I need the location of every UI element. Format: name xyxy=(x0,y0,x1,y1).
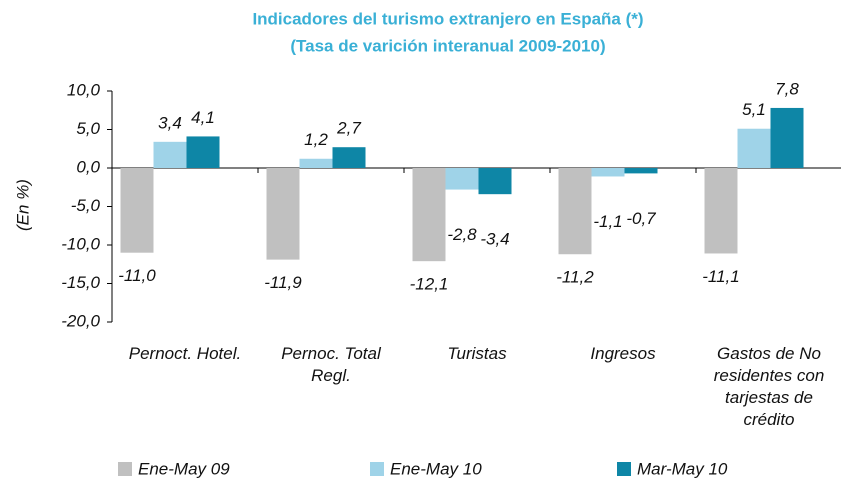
legend-label: Ene-May 10 xyxy=(390,459,482,478)
data-label: 7,8 xyxy=(775,79,799,98)
bar xyxy=(299,158,333,168)
y-tick-label: 10,0 xyxy=(67,80,101,99)
y-tick-label: -20,0 xyxy=(61,311,100,330)
y-tick-label: -5,0 xyxy=(71,196,101,215)
x-tick-label: Turistas xyxy=(447,344,507,363)
x-tick-label: Pernoc. Total Regl. xyxy=(281,344,381,385)
bar xyxy=(266,168,300,260)
y-axis-label: (En %) xyxy=(13,179,32,231)
bar xyxy=(478,168,512,195)
x-tick-label: Ingresos xyxy=(590,344,656,363)
legend-label: Ene-May 09 xyxy=(138,459,230,478)
y-tick-label: -10,0 xyxy=(61,234,100,253)
legend-swatch xyxy=(370,462,384,476)
data-label: -11,9 xyxy=(264,273,302,292)
data-label: -11,0 xyxy=(118,266,156,285)
bar xyxy=(445,168,479,190)
bar xyxy=(120,168,154,253)
data-label: -3,4 xyxy=(480,230,509,249)
data-label: -12,1 xyxy=(410,275,449,294)
data-label: -1,1 xyxy=(593,212,622,231)
chart-title: Indicadores del turismo extranjero en Es… xyxy=(252,9,643,28)
bar xyxy=(704,168,738,254)
data-label: 4,1 xyxy=(191,108,215,127)
bar xyxy=(558,168,592,255)
bar xyxy=(332,147,366,168)
bar xyxy=(412,168,446,262)
data-label: 5,1 xyxy=(742,100,766,119)
bar xyxy=(591,168,625,177)
x-tick-label: Gastos de No residentes con tarjestas de… xyxy=(713,344,825,429)
bar xyxy=(624,168,658,174)
bar xyxy=(153,141,187,168)
bar xyxy=(737,128,771,168)
data-label: -2,8 xyxy=(447,225,477,244)
data-label: 3,4 xyxy=(158,113,182,132)
bar xyxy=(186,136,220,168)
chart-subtitle: (Tasa de varición interanual 2009-2010) xyxy=(290,36,605,55)
bar xyxy=(770,107,804,168)
legend-swatch xyxy=(118,462,132,476)
y-tick-label: 0,0 xyxy=(76,157,100,176)
data-label: -11,1 xyxy=(702,267,740,286)
y-tick-label: -15,0 xyxy=(61,273,100,292)
data-label: 1,2 xyxy=(304,130,328,149)
data-label: -0,7 xyxy=(626,209,656,228)
data-label: 2,7 xyxy=(336,119,361,138)
y-tick-label: 5,0 xyxy=(76,119,100,138)
data-label: -11,2 xyxy=(556,268,594,287)
legend-label: Mar-May 10 xyxy=(637,459,728,478)
x-tick-label: Pernoct. Hotel. xyxy=(128,344,242,363)
legend-swatch xyxy=(617,462,631,476)
